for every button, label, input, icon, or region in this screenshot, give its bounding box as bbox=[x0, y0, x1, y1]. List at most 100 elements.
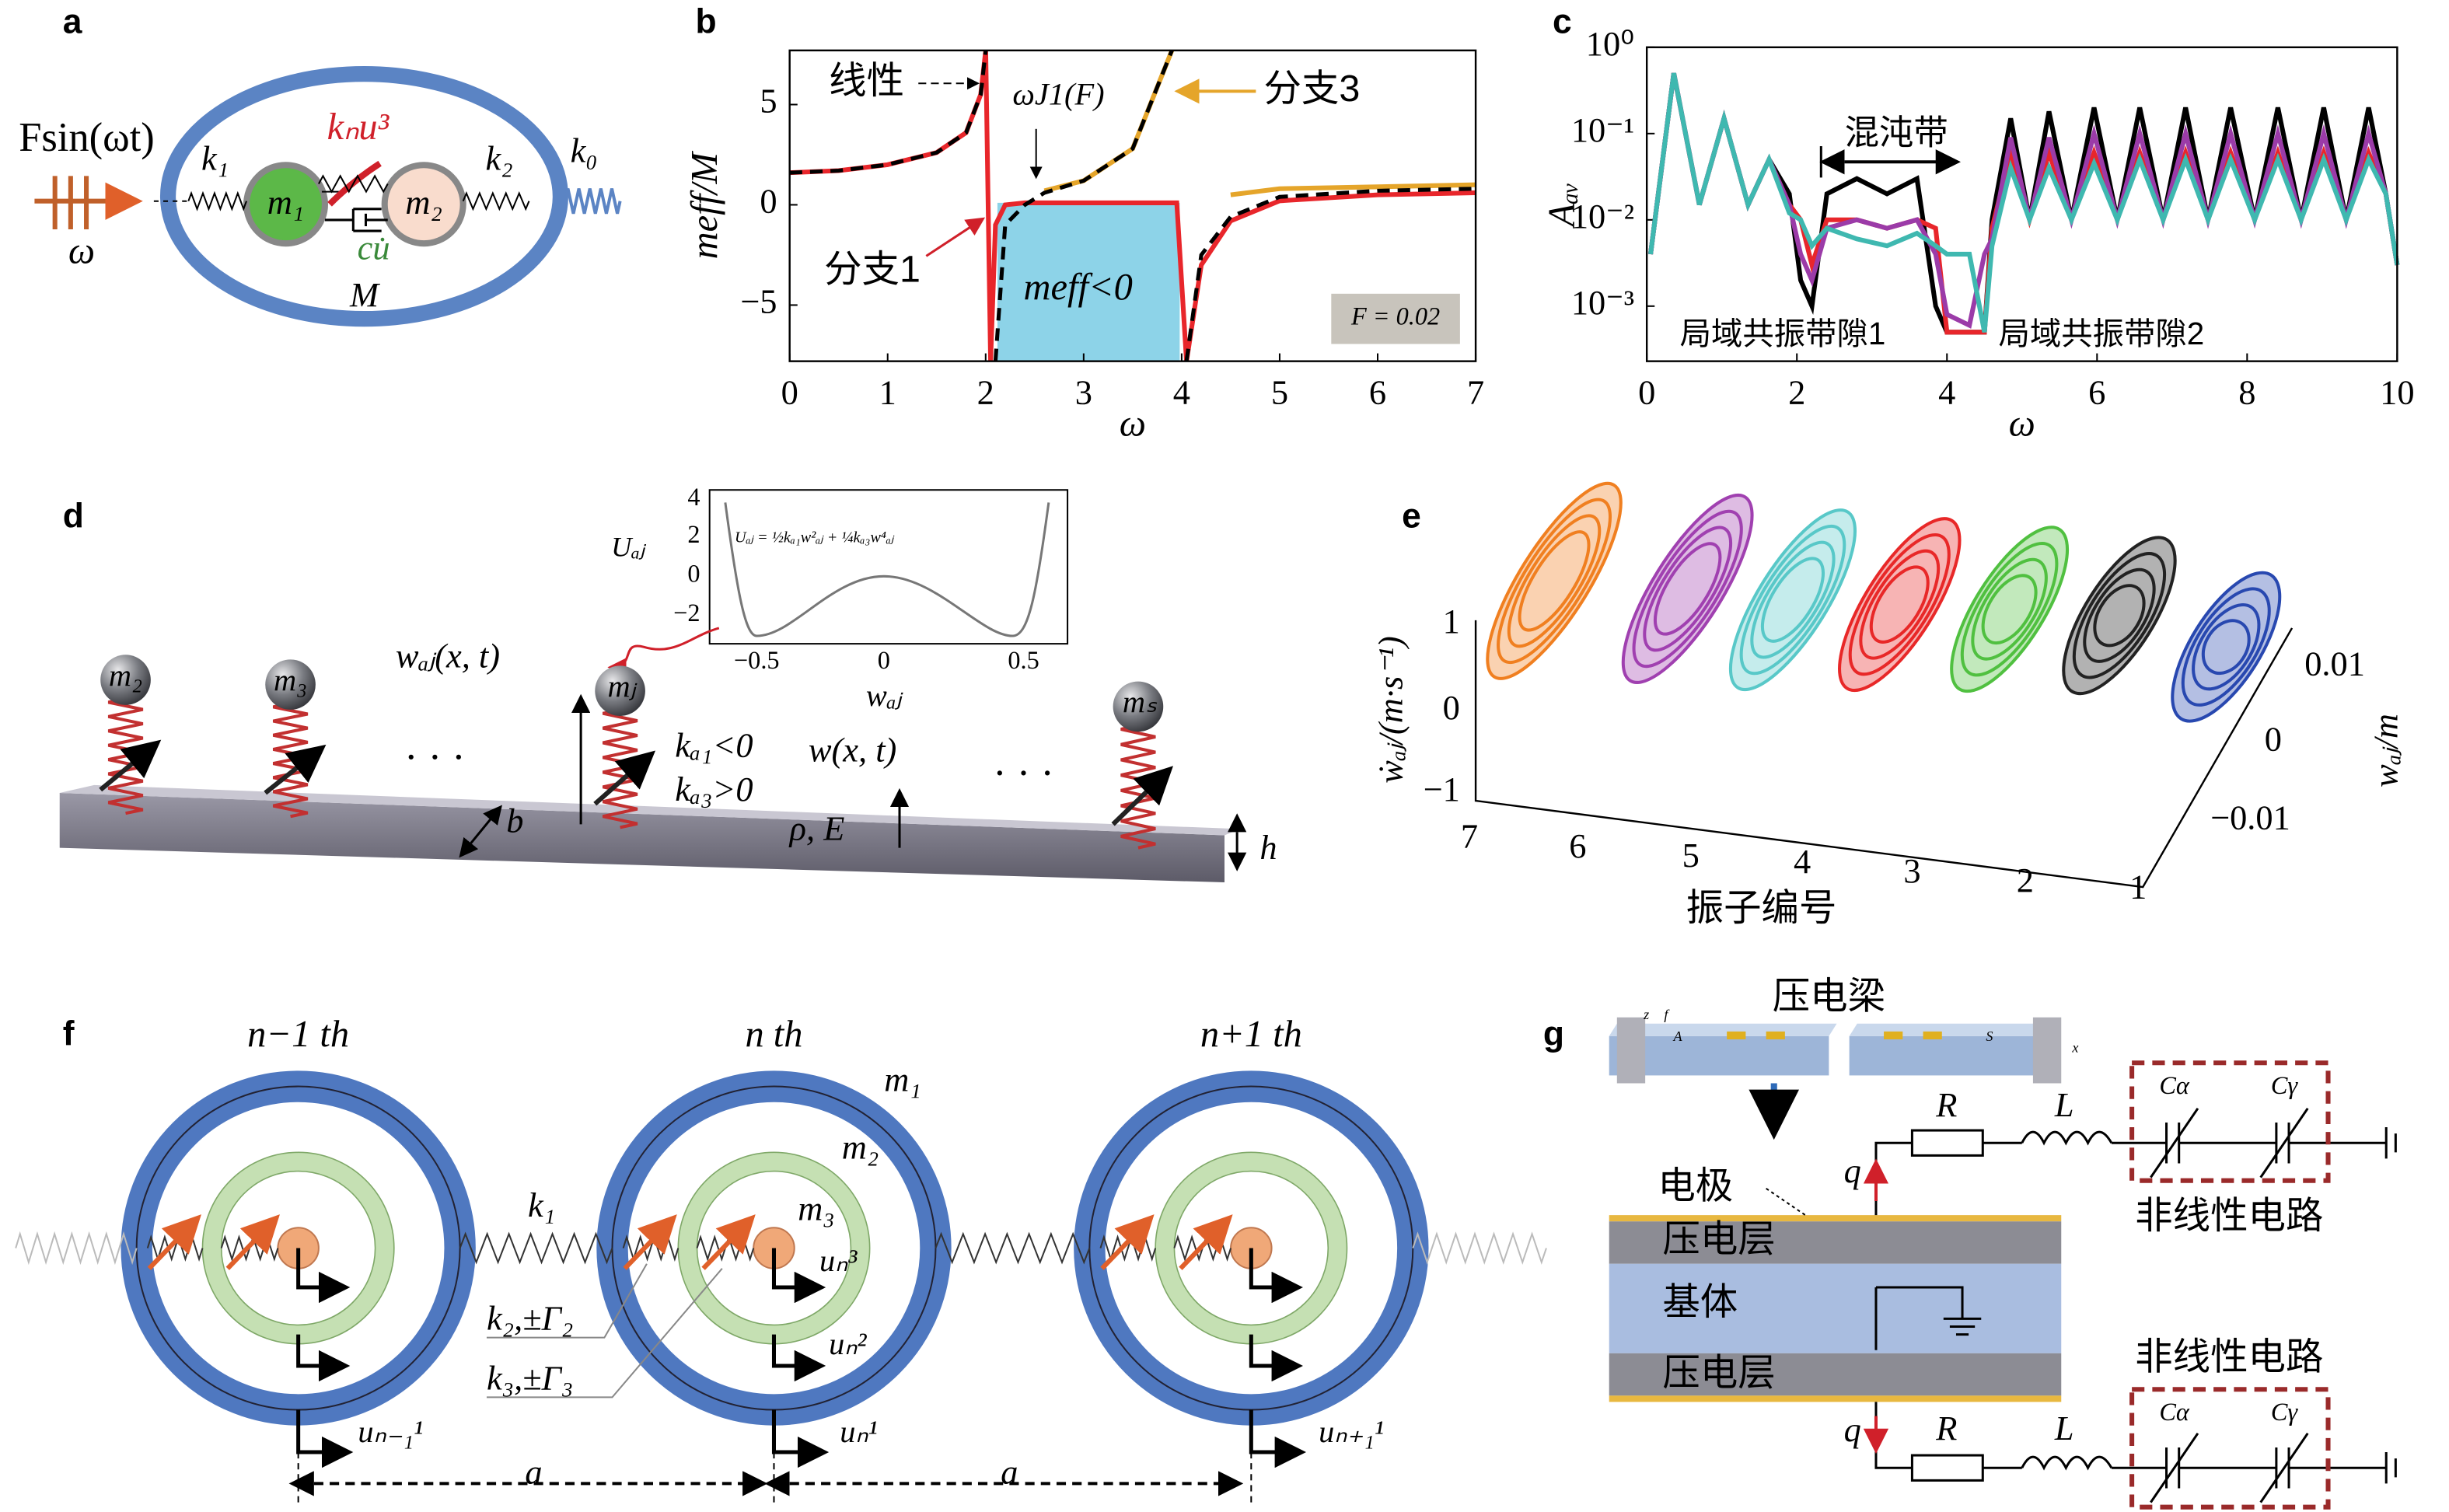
x-axis-label: ω bbox=[1120, 403, 1146, 445]
shape bbox=[1113, 681, 1164, 732]
x-tick-label: 2 bbox=[977, 372, 994, 411]
shape bbox=[264, 744, 327, 795]
label: 7 bbox=[1461, 817, 1478, 856]
shape bbox=[1497, 498, 1612, 665]
label: 3 bbox=[1903, 851, 1920, 890]
y-tick-label: 10⁻¹ bbox=[1571, 110, 1634, 149]
x-tick-label: 10 bbox=[2380, 372, 2414, 411]
label: 4 bbox=[1794, 842, 1811, 881]
spring bbox=[771, 1334, 826, 1382]
label: Cα bbox=[2159, 1398, 2190, 1426]
pointer bbox=[925, 217, 986, 257]
shape bbox=[2181, 587, 2271, 707]
x-tick-label: 7 bbox=[1467, 372, 1484, 411]
label: cu̇ bbox=[358, 229, 390, 267]
y-tick-label: −5 bbox=[740, 282, 777, 321]
label: Fsin(ωt) bbox=[19, 115, 155, 160]
x-tick-label: 4 bbox=[1938, 372, 1955, 411]
shape bbox=[1960, 542, 2059, 677]
label: 1 bbox=[2129, 867, 2147, 906]
plot-frame bbox=[1645, 46, 2398, 362]
x-tick-label: 0 bbox=[781, 372, 798, 411]
label: 压电层 bbox=[1662, 1218, 1775, 1260]
label: R bbox=[1935, 1085, 1957, 1124]
spring bbox=[459, 1231, 613, 1265]
panel-label: Uₐⱼ bbox=[611, 531, 647, 562]
shape bbox=[1653, 542, 1722, 636]
label: 0 bbox=[687, 560, 700, 588]
label: a bbox=[525, 1453, 542, 1492]
label: L bbox=[2054, 1085, 2074, 1124]
shape bbox=[1760, 557, 1825, 643]
shape bbox=[2201, 619, 2251, 675]
label: m₁ bbox=[884, 1060, 921, 1099]
shape bbox=[2192, 602, 2261, 691]
shape bbox=[1739, 524, 1846, 676]
label: 6 bbox=[1569, 826, 1586, 865]
label: L bbox=[2054, 1409, 2074, 1447]
label: wₐⱼ(x, t) bbox=[396, 637, 500, 676]
shape bbox=[1111, 766, 1173, 826]
label: 压电层 bbox=[1662, 1352, 1775, 1394]
label: z bbox=[1643, 1007, 1649, 1022]
label: m₃ bbox=[274, 662, 307, 697]
annotation: F = 0.02 bbox=[1350, 302, 1440, 330]
label: k₃,±Γ₃ bbox=[487, 1358, 573, 1397]
label: 0 bbox=[878, 646, 890, 674]
shape bbox=[1518, 530, 1591, 632]
label: uₙ₋₁¹ bbox=[358, 1414, 423, 1449]
label: 0.01 bbox=[2304, 644, 2365, 683]
series-label: 分支3 bbox=[1263, 68, 1360, 110]
label: uₙ¹ bbox=[840, 1414, 877, 1449]
label: mⱼ bbox=[608, 669, 638, 704]
y-tick-label: 0 bbox=[760, 182, 777, 221]
spring bbox=[1412, 1231, 1547, 1265]
shape bbox=[1869, 565, 1930, 644]
label: R bbox=[1935, 1409, 1957, 1447]
x-tick-label: 3 bbox=[1075, 372, 1092, 411]
label: 5 bbox=[1682, 836, 1700, 875]
spring bbox=[1249, 1248, 1303, 1304]
x-axis-label: ω bbox=[2009, 403, 2035, 445]
label: kₙu³ bbox=[327, 107, 390, 148]
panel-label: a bbox=[63, 2, 82, 40]
label: 0.5 bbox=[1008, 646, 1039, 674]
x-tick-label: 1 bbox=[879, 372, 896, 411]
label: · · · bbox=[993, 751, 1054, 796]
label: −0.5 bbox=[734, 646, 780, 674]
shape bbox=[1750, 540, 1836, 659]
label: 基体 bbox=[1662, 1281, 1738, 1323]
annotation: 混沌带 bbox=[1845, 114, 1948, 152]
shape bbox=[1507, 514, 1602, 648]
panel-label: g bbox=[1543, 1015, 1564, 1053]
label: Cγ bbox=[2271, 1398, 2299, 1426]
y-axis-label: Aₐᵥ bbox=[1541, 182, 1582, 229]
label: A bbox=[1672, 1028, 1682, 1044]
y-tick-label: 5 bbox=[760, 82, 777, 120]
label: 0 bbox=[2265, 720, 2282, 759]
label: n th bbox=[745, 1014, 802, 1055]
shape bbox=[100, 655, 151, 705]
shape bbox=[2093, 584, 2146, 648]
shape bbox=[1950, 526, 2070, 693]
label: mₛ bbox=[1123, 684, 1158, 719]
label: Cγ bbox=[2271, 1071, 2299, 1099]
spring bbox=[1249, 1334, 1303, 1382]
shape bbox=[2171, 571, 2282, 723]
label: kₐ₃>0 bbox=[675, 770, 753, 808]
y-tick-label: 10⁰ bbox=[1586, 24, 1634, 63]
label: m₂ bbox=[405, 183, 442, 222]
label: uₙ₊₁¹ bbox=[1319, 1414, 1384, 1449]
y-tick-label: 10⁻² bbox=[1571, 197, 1634, 236]
label: n+1 th bbox=[1200, 1014, 1302, 1055]
y-axis-label: meff/M bbox=[684, 151, 725, 260]
shape bbox=[701, 1214, 756, 1270]
series-line bbox=[789, 49, 1476, 362]
shape bbox=[2083, 567, 2156, 663]
label: 非线性电路 bbox=[2135, 1336, 2323, 1378]
shape bbox=[1621, 493, 1754, 684]
shape bbox=[1643, 526, 1733, 652]
